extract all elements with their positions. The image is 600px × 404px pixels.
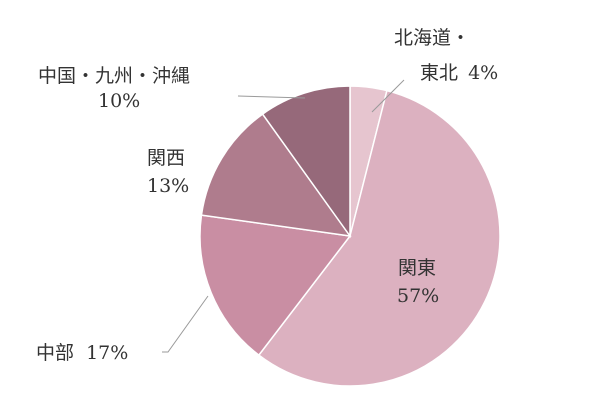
slice-pct-kansai: 13%: [147, 175, 189, 197]
slice-label-chubu-name: 中部: [36, 342, 74, 364]
slice-pct-kanto: 57%: [397, 285, 439, 307]
slice-label-hokkaido-line2: 東北 4%: [420, 62, 498, 84]
pie-slice-chugoku-kyushu-okinawa: [261, 85, 351, 239]
pie-slices: [199, 85, 501, 387]
slice-label-kanto: 関東: [398, 257, 436, 279]
slice-label-hokkaido-name: 東北: [420, 62, 458, 84]
slice-pct-hokkaido: 4%: [468, 62, 498, 84]
pie-slice-chubu: [199, 214, 352, 357]
pie-slice-kanto: [257, 89, 501, 387]
slice-label-kansai: 関西: [147, 147, 185, 169]
leader-line-hokkaido: [371, 79, 405, 113]
leader-line-chubu: [162, 295, 209, 353]
pie-slice-kansai: [200, 113, 352, 237]
slice-pct-chubu: 17%: [86, 342, 128, 364]
leader-lines: [162, 79, 405, 353]
slice-label-chubu: 中部 17%: [36, 342, 128, 364]
slice-label-chugoku: 中国・九州・沖縄: [38, 65, 190, 87]
slice-label-hokkaido-line1: 北海道・: [394, 27, 470, 49]
slice-pct-chugoku: 10%: [98, 90, 140, 112]
leader-line-chugoku: [237, 95, 306, 99]
